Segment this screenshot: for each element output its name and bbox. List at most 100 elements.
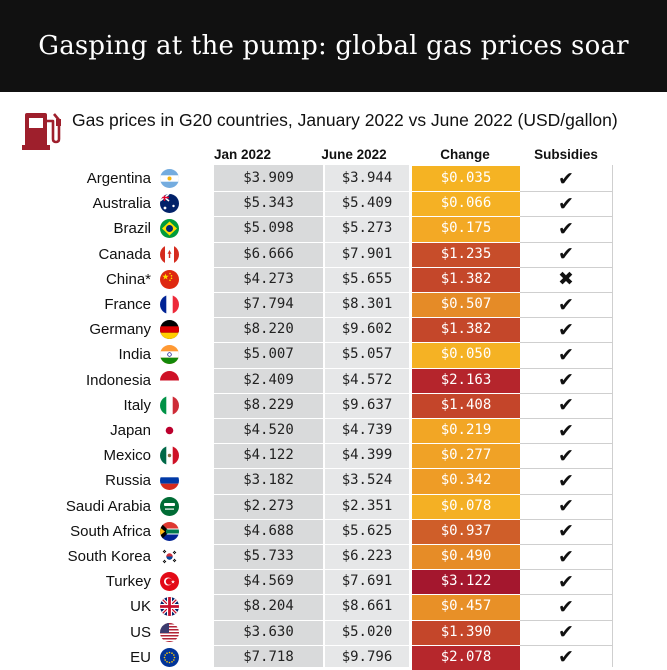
- row-divider: [214, 342, 612, 344]
- row-divider: [520, 544, 612, 545]
- jan-price-cell: $3.630: [243, 623, 294, 640]
- row-divider: [520, 518, 612, 520]
- jan-price-cell: $4.520: [243, 422, 294, 438]
- row-divider: [520, 594, 612, 596]
- check-icon: ✔: [558, 444, 574, 467]
- country-label: Germany: [89, 321, 151, 339]
- change-cell: $0.219: [412, 418, 520, 444]
- country-label: Italy: [123, 396, 151, 414]
- fuel-pump-icon: [22, 113, 61, 150]
- jan-price-cell: $8.204: [243, 598, 294, 615]
- change-cell: $0.050: [412, 342, 520, 368]
- change-cell: $2.078: [412, 644, 520, 670]
- country-label: UK: [130, 598, 151, 616]
- country-label: EU: [130, 648, 151, 666]
- jan-price-cell: $8.229: [243, 396, 294, 413]
- country-label: Canada: [98, 245, 151, 263]
- table-row: Brazil $5.098 $5.273 $0.175 ✔: [0, 216, 667, 242]
- row-divider: [520, 317, 612, 319]
- flag-icon: [160, 320, 179, 340]
- table-row: France $7.794 $8.301 $0.507 ✔: [0, 292, 667, 318]
- jan-price-cell: $3.182: [243, 472, 294, 489]
- row-divider: [214, 317, 612, 319]
- row-divider: [520, 292, 612, 293]
- june-price-cell: $3.524: [341, 472, 393, 489]
- table-row: Saudi Arabia $2.273 $2.351 $0.078 ✔: [0, 493, 667, 519]
- check-icon: ✔: [558, 293, 574, 316]
- jan-price-cell: $5.098: [243, 220, 294, 237]
- jan-price-cell: $8.220: [243, 321, 294, 338]
- table-row: China* $4.273 $5.655 $1.382 ✖: [0, 266, 667, 292]
- row-divider: [214, 569, 612, 571]
- table-row: Argentina $3.909 $3.944 $0.035 ✔: [0, 166, 667, 192]
- row-divider: [214, 493, 612, 495]
- country-label: Brazil: [113, 220, 151, 238]
- col-header-jan: Jan 2022: [214, 147, 272, 162]
- table-row: Indonesia $2.409 $4.572 $2.163 ✔: [0, 367, 667, 393]
- col-header-change: Change: [440, 147, 490, 162]
- flag-icon: [160, 446, 179, 466]
- change-cell: $0.035: [412, 166, 520, 192]
- country-label: India: [118, 346, 151, 364]
- row-divider: [214, 392, 612, 394]
- table-row: UK $8.204 $8.661 $0.457 ✔: [0, 594, 667, 620]
- flag-icon: [160, 269, 179, 289]
- change-cell: $0.066: [412, 191, 520, 217]
- flag-icon: [160, 169, 179, 188]
- jan-price-cell: $2.273: [243, 497, 294, 514]
- flag-icon: [160, 521, 179, 541]
- country-label: Japan: [110, 422, 151, 439]
- june-price-cell: $9.602: [341, 321, 393, 338]
- row-divider: [214, 544, 612, 545]
- flag-icon: [160, 572, 179, 592]
- check-icon: ✔: [558, 167, 574, 190]
- flag-icon: [160, 194, 179, 214]
- june-price-cell: $7.901: [341, 245, 393, 262]
- change-cell: $1.235: [412, 241, 520, 267]
- row-divider: [214, 468, 612, 470]
- jan-price-cell: $5.733: [243, 548, 294, 564]
- jan-price-cell: $7.718: [243, 648, 294, 665]
- change-cell: $3.122: [412, 569, 520, 595]
- flag-icon: [160, 496, 179, 516]
- check-icon: ✔: [558, 495, 574, 518]
- row-divider: [520, 493, 612, 495]
- june-price-cell: $5.273: [341, 220, 393, 237]
- change-cell: $0.457: [412, 594, 520, 620]
- table-row: Canada $6.666 $7.901 $1.235 ✔: [0, 241, 667, 267]
- flag-icon: [160, 219, 179, 239]
- country-label: China*: [105, 270, 151, 288]
- col-header-june: June 2022: [321, 147, 387, 162]
- chart-subtitle: Gas prices in G20 countries, January 202…: [72, 110, 618, 130]
- table-row: South Africa $4.688 $5.625 $0.937 ✔: [0, 518, 667, 544]
- country-label: Turkey: [105, 573, 151, 591]
- jan-price-cell: $7.794: [243, 296, 294, 312]
- table-row: Germany $8.220 $9.602 $1.382 ✔: [0, 317, 667, 343]
- flag-icon: [160, 345, 179, 365]
- change-cell: $0.078: [412, 493, 520, 519]
- june-price-cell: $9.637: [341, 396, 393, 413]
- check-icon: ✔: [558, 243, 574, 266]
- table-row: EU $7.718 $9.796 $2.078 ✔: [0, 644, 667, 670]
- row-divider: [214, 191, 612, 193]
- country-label: Mexico: [103, 447, 151, 465]
- flag-icon: [160, 622, 179, 642]
- change-cell: $1.408: [412, 392, 520, 418]
- jan-price-cell: $3.909: [243, 170, 294, 186]
- row-divider: [520, 619, 612, 621]
- table-row: Italy $8.229 $9.637 $1.408 ✔: [0, 392, 667, 418]
- row-divider: [520, 241, 612, 243]
- jan-price-cell: $4.688: [243, 522, 294, 539]
- flag-icon: [160, 370, 179, 390]
- june-price-cell: $8.301: [341, 296, 393, 312]
- flag-icon: [160, 471, 179, 491]
- june-price-cell: $4.399: [341, 447, 393, 464]
- row-divider: [520, 342, 612, 344]
- june-price-cell: $8.661: [341, 598, 393, 615]
- row-divider: [520, 443, 612, 445]
- change-cell: $0.937: [412, 518, 520, 544]
- june-price-cell: $5.020: [341, 623, 393, 640]
- table-row: Russia $3.182 $3.524 $0.342 ✔: [0, 468, 667, 494]
- country-label: South Korea: [67, 548, 151, 565]
- row-divider: [520, 392, 612, 394]
